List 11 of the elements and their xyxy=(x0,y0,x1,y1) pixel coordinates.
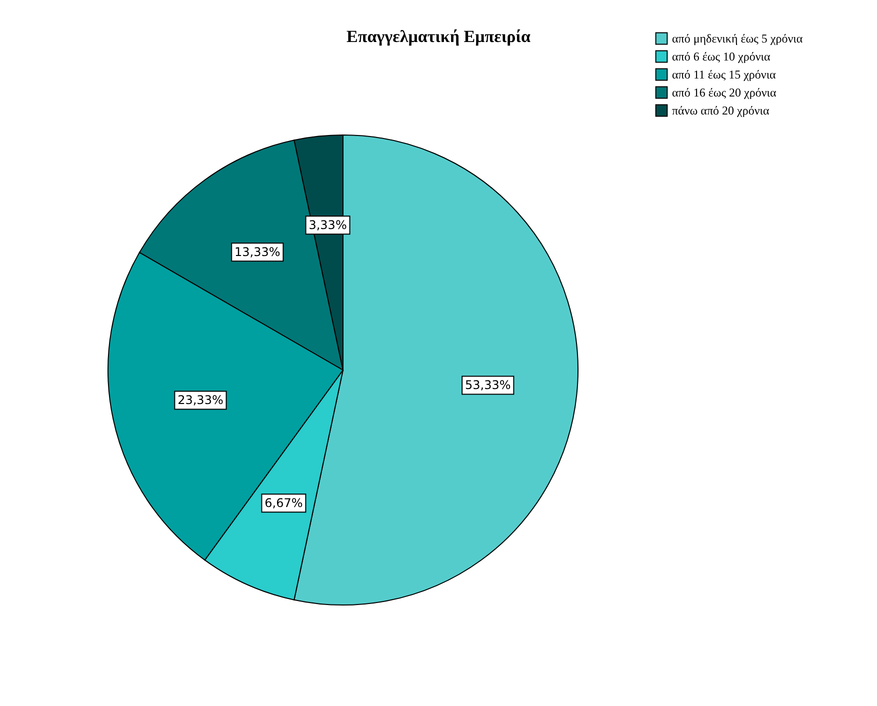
legend-label: από μηδενική έως 5 χρόνια xyxy=(672,32,804,46)
legend-label: από 16 έως 20 χρόνια xyxy=(672,86,778,100)
data-label: 53,33% xyxy=(465,378,511,392)
chart-title: Επαγγελματική Εμπειρία xyxy=(346,27,531,46)
data-label: 23,33% xyxy=(178,393,224,408)
data-label: 6,67% xyxy=(264,496,303,510)
legend-label: από 11 έως 15 χρόνια xyxy=(672,68,777,82)
data-label: 3,33% xyxy=(308,218,347,232)
legend-label: από 6 έως 10 χρόνια xyxy=(672,50,772,64)
data-label: 13,33% xyxy=(234,245,280,260)
legend-label: πάνω από 20 χρόνια xyxy=(672,104,770,118)
